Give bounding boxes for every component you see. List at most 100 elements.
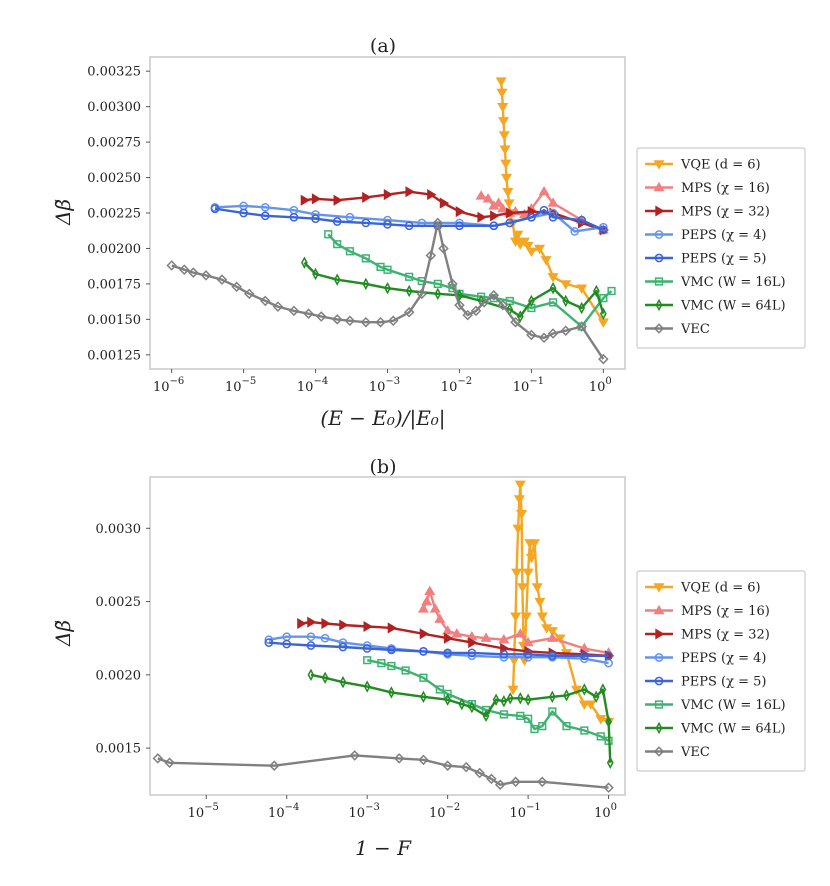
legend-entry: MPS (χ = 32) — [645, 628, 770, 643]
data-point — [421, 595, 433, 606]
data-point — [596, 732, 605, 741]
data-point — [443, 689, 452, 698]
legend-entry: VMC (W = 16L) — [645, 698, 786, 713]
data-point — [537, 776, 548, 788]
data-point — [315, 311, 327, 322]
data-point — [546, 627, 558, 637]
legend-marker — [655, 298, 663, 312]
x-tick-label: 10−4 — [268, 802, 299, 821]
x-tick-exponent: −4 — [285, 802, 300, 813]
data-point — [362, 277, 370, 291]
data-point — [571, 685, 583, 696]
data-point — [488, 289, 500, 301]
data-point — [516, 509, 528, 520]
legend-label: MPS (χ = 16) — [681, 181, 770, 196]
x-tick-label: 100 — [589, 376, 612, 395]
data-point — [514, 628, 526, 638]
data-point — [306, 641, 316, 650]
data-point — [418, 754, 429, 766]
legend-label: VMC (W = 64L) — [680, 299, 786, 314]
data-point — [401, 666, 410, 675]
data-point — [490, 210, 500, 222]
data-point — [442, 625, 454, 635]
data-point — [580, 651, 589, 661]
legend-frame — [636, 570, 806, 772]
legend-entry: VEC — [645, 322, 710, 337]
data-point — [179, 264, 190, 275]
data-point — [497, 299, 509, 311]
x-tick-exponent: −5 — [242, 376, 257, 387]
data-point — [363, 656, 372, 665]
data-point — [451, 628, 463, 638]
legend-marker — [654, 277, 664, 286]
data-point — [468, 637, 478, 649]
data-point — [607, 286, 616, 296]
data-point — [585, 700, 597, 710]
data-point — [599, 683, 607, 696]
data-point — [333, 240, 342, 249]
data-point — [470, 305, 482, 317]
data-point — [433, 279, 442, 289]
legend-label: VMC (W = 16L) — [680, 275, 786, 290]
data-point — [499, 649, 509, 659]
data-point — [516, 711, 525, 720]
y-tick-label: 0.00150 — [87, 313, 141, 328]
data-point — [482, 193, 494, 203]
data-point — [547, 651, 557, 661]
series-7 — [166, 217, 609, 365]
data-point — [599, 307, 607, 320]
data-point — [460, 761, 472, 773]
x-tick-exponent: −2 — [446, 802, 461, 813]
series-3 — [210, 201, 608, 236]
data-point — [493, 197, 505, 207]
data-point — [383, 265, 392, 274]
data-point — [606, 756, 614, 769]
legend-entry: MPS (χ = 32) — [645, 205, 770, 220]
data-point — [486, 773, 497, 785]
legend-marker — [654, 653, 664, 662]
x-tick-label: 100 — [594, 802, 617, 821]
y-tick-label: 0.00300 — [87, 100, 141, 115]
data-point — [264, 638, 274, 647]
data-point — [458, 697, 466, 711]
data-point — [495, 77, 507, 87]
data-point — [438, 243, 449, 254]
data-point — [562, 722, 571, 731]
data-point — [540, 256, 552, 266]
data-point — [492, 693, 500, 706]
data-point — [166, 260, 177, 271]
data-point — [164, 757, 175, 769]
series-2 — [300, 186, 610, 236]
data-point — [363, 680, 371, 693]
legend-marker — [655, 205, 665, 217]
x-tick-label: 10−5 — [225, 376, 256, 395]
y-tick-label: 0.00175 — [87, 277, 141, 292]
data-point — [482, 709, 490, 723]
legend-marker — [653, 604, 665, 615]
y-tick-label: 0.0025 — [96, 595, 142, 610]
data-point — [536, 612, 548, 622]
series-line — [310, 673, 612, 763]
data-point — [447, 278, 458, 290]
data-point — [268, 760, 280, 771]
data-point — [333, 194, 343, 206]
data-point — [387, 622, 398, 634]
data-point — [311, 193, 322, 205]
data-point — [307, 616, 317, 628]
data-point — [580, 726, 589, 735]
data-point — [605, 715, 612, 728]
panel-a: (a) 0.00125 0.00150 0.00175 0.00200 0.00225 0… — [51, 35, 806, 431]
data-point — [547, 273, 559, 283]
y-tick-label: 0.0020 — [96, 668, 142, 683]
data-point — [538, 722, 547, 731]
data-point — [500, 173, 512, 184]
data-point — [522, 568, 534, 578]
data-point — [592, 690, 600, 704]
x-tick-label: 10−2 — [441, 376, 472, 395]
legend-label: VQE (d = 6) — [680, 581, 761, 596]
data-point — [518, 208, 530, 219]
legend-entry: MPS (χ = 16) — [645, 604, 770, 619]
x-tick-exponent: 0 — [611, 802, 617, 813]
data-point — [531, 583, 543, 593]
data-point — [548, 707, 557, 716]
